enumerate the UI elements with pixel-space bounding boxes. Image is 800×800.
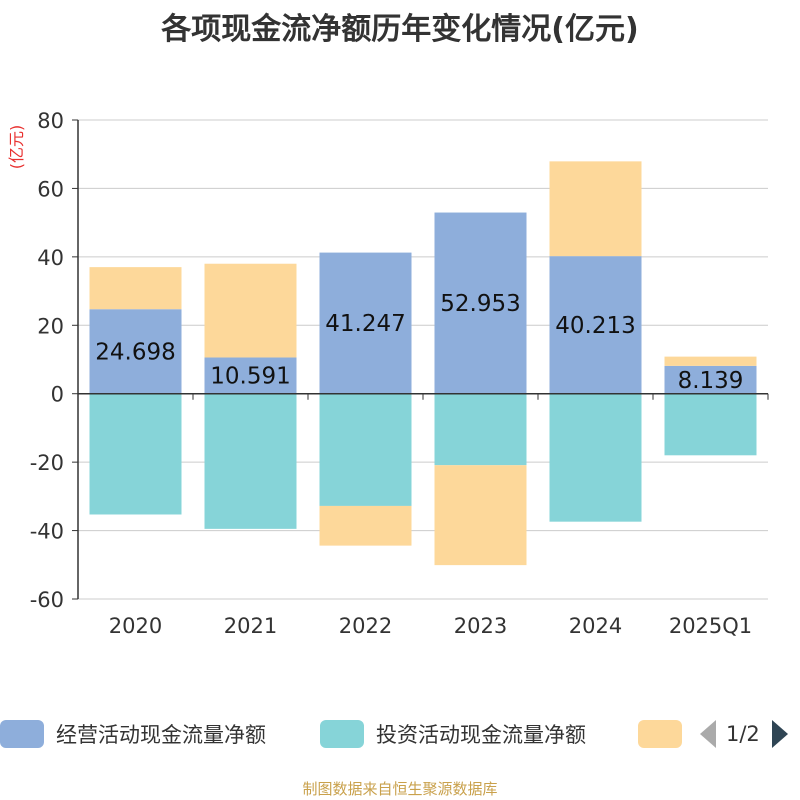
bar-series-2-2024 [549,161,642,257]
legend-swatch-financing [638,720,682,748]
bar-series-2-2023 [434,465,527,566]
y-tick-label: -40 [30,520,64,544]
bar-series-2-2025Q1 [664,356,757,366]
bar-series-1-2024 [549,393,642,522]
legend: 经营活动现金流量净额 投资活动现金流量净额 1/2 [0,716,800,756]
y-tick-label: 40 [37,246,64,270]
x-tick-label: 2021 [224,614,277,638]
bar-series-0-2023 [434,212,527,394]
legend-page-indicator: 1/2 [726,722,760,746]
y-tick-label: 0 [51,383,64,407]
bar-series-0-2020 [89,309,182,394]
legend-prev-page-icon[interactable] [700,720,716,748]
bar-series-2-2022 [319,505,412,546]
legend-pager: 1/2 [700,716,788,752]
data-label: 24.698 [95,339,175,365]
x-tick-label: 2020 [109,614,162,638]
y-tick-label: 60 [37,177,64,201]
y-tick-label: 80 [37,109,64,133]
legend-next-page-icon[interactable] [771,720,788,748]
x-tick-label: 2022 [339,614,392,638]
legend-item-operating[interactable]: 经营活动现金流量净额 [0,716,266,752]
bar-series-0-2021 [204,357,297,394]
bar-series-1-2020 [89,393,182,515]
chart-title: 各项现金流净额历年变化情况(亿元) [161,12,639,47]
legend-swatch-operating [0,720,44,748]
data-label: 40.213 [555,313,635,339]
bar-series-0-2024 [549,256,642,394]
bar-series-1-2021 [204,393,297,529]
source-note: 制图数据来自恒生聚源数据库 [302,780,498,798]
y-tick-label: 20 [37,314,64,338]
bar-series-0-2025Q1 [664,365,757,394]
axes: 80 60 40 20 0 -20 -40 -60 2020 2021 2022 2023 2024 20… [30,109,769,638]
data-label: 10.591 [210,364,290,390]
bar-series-1-2022 [319,393,412,506]
bar-series-1-2023 [434,393,527,466]
y-tick-label: -60 [30,588,64,612]
data-label: 41.247 [325,311,405,337]
legend-item-investing[interactable]: 投资活动现金流量净额 [320,716,586,752]
x-tick-label: 2024 [569,614,622,638]
legend-label-operating: 经营活动现金流量净额 [56,723,266,747]
bar-series-2-2020 [89,267,182,310]
x-tick-label: 2023 [454,614,507,638]
x-tick-label: 2025Q1 [669,614,752,638]
data-label: 8.139 [678,368,744,394]
bars [89,161,757,566]
legend-label-investing: 投资活动现金流量净额 [376,723,586,747]
data-label: 52.953 [440,291,520,317]
grid-lines [78,119,768,600]
legend-item-financing[interactable] [638,716,694,752]
legend-swatch-investing [320,720,364,748]
bar-series-2-2021 [204,263,297,358]
bar-series-0-2022 [319,252,412,394]
y-tick-label: -20 [30,451,64,475]
y-axis-unit-label: (亿元) [7,125,26,170]
bar-series-1-2025Q1 [664,393,757,456]
data-labels: 24.698 10.591 41.247 52.953 40.213 8.139 [95,291,743,394]
